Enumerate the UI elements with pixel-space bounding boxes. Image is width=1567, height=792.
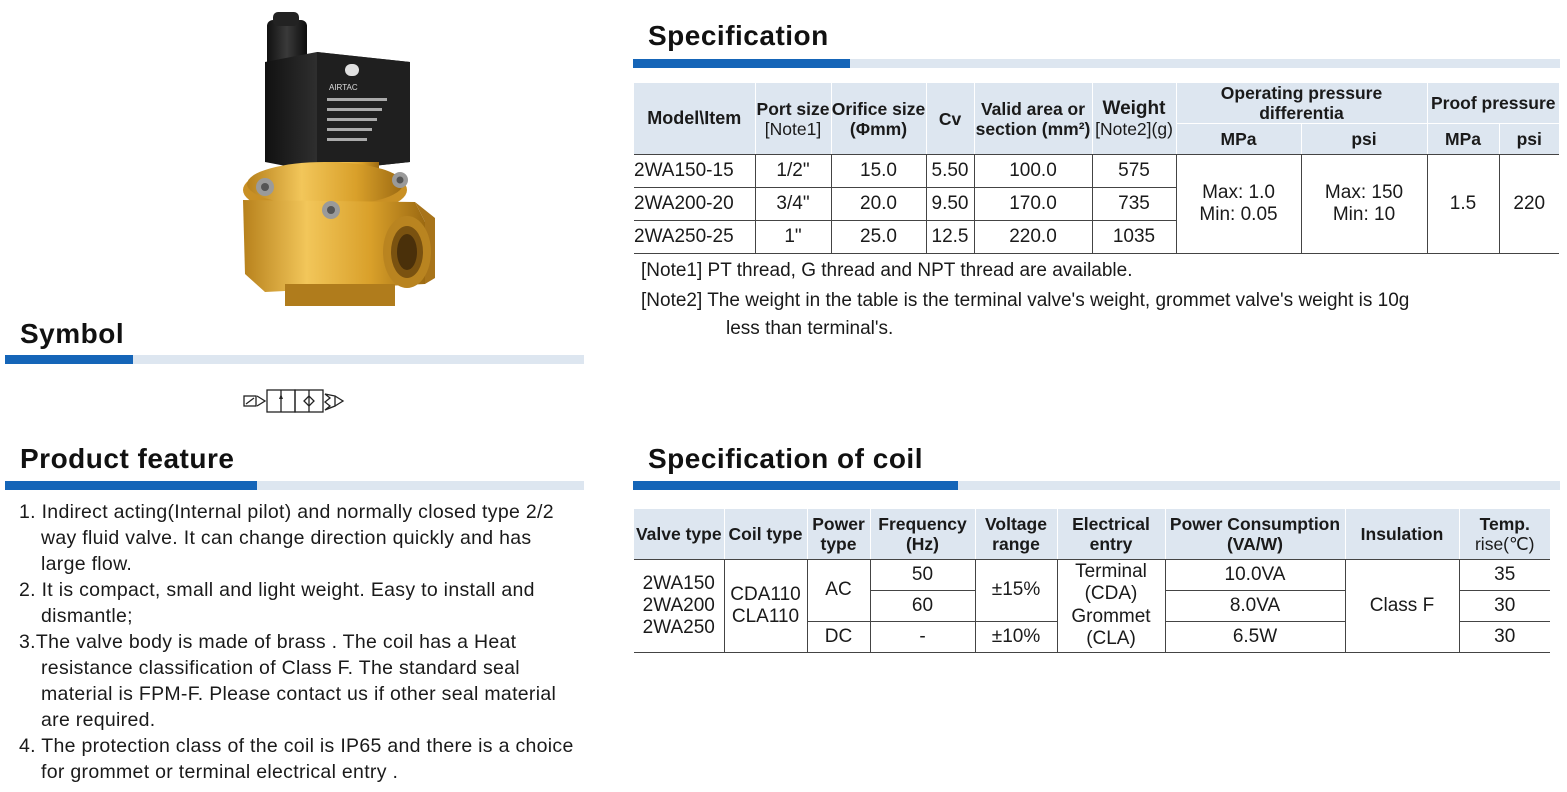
cell-temp: 30: [1458, 590, 1550, 622]
cell-port: 1/2": [754, 154, 831, 189]
col-header-cv: Cv: [925, 83, 974, 156]
cell-area: 220.0: [973, 220, 1092, 255]
table-row: 2WA150 2WA200 2WA250 CDA110 CLA110 AC 50 ±1…: [634, 559, 1550, 653]
cell-consumption: 6.5W: [1164, 621, 1345, 653]
product-feature-rule: [5, 481, 584, 490]
col-header-proof-mpa: MPa: [1426, 123, 1499, 156]
cell-weight: 1035: [1091, 220, 1176, 255]
cell-model: 2WA200-20: [634, 187, 755, 222]
cell-power-ac: AC: [806, 559, 870, 622]
cell-weight: 735: [1091, 187, 1176, 222]
symbol-title: Symbol: [20, 318, 125, 349]
cell-psi-range: Max: 150 Min: 10: [1300, 154, 1427, 255]
cell-proof-mpa: 1.5: [1426, 154, 1499, 255]
col-header-insulation: Insulation: [1344, 509, 1459, 560]
cell-cv: 5.50: [925, 154, 974, 189]
cell-mpa-range: Max: 1.0 Min: 0.05: [1175, 154, 1301, 255]
col-header-electrical-entry: Electrical entry: [1056, 509, 1165, 560]
table-row: 2WA250-25 1" 25.0 12.5 220.0 1035: [634, 220, 1559, 255]
cell-weight: 575: [1091, 154, 1176, 189]
list-item: 4. The protection class of the coil is I…: [19, 735, 574, 783]
col-header-weight: Weight [Note2](g): [1091, 83, 1176, 156]
symbol-rule: [5, 355, 584, 364]
specification-title: Specification: [648, 20, 829, 51]
cell-coil-types: CDA110 CLA110: [723, 559, 807, 653]
table-row: 2WA200-20 3/4" 20.0 9.50 170.0 735: [634, 187, 1559, 222]
cell-consumption: 8.0VA: [1164, 590, 1345, 622]
cell-port: 3/4": [754, 187, 831, 222]
coil-brand-label: AIRTAC: [329, 83, 358, 92]
cell-cv: 12.5: [925, 220, 974, 255]
cell-orifice: 20.0: [830, 187, 926, 222]
col-header-orifice: Orifice size (Φmm): [830, 83, 926, 156]
valve-product-image: AIRTAC: [243, 12, 435, 306]
cell-freq: -: [869, 621, 975, 653]
note-1: [Note1] PT thread, G thread and NPT thre…: [641, 260, 1133, 281]
feature-list: 1. Indirect acting(Internal pilot) and n…: [19, 499, 579, 785]
col-header-valve-type: Valve type: [634, 509, 724, 560]
cell-valve-types: 2WA150 2WA200 2WA250: [634, 559, 724, 653]
cell-proof-psi: 220: [1498, 154, 1559, 255]
col-header-model: Model\Item: [634, 83, 755, 156]
specification-rule: [633, 59, 1560, 68]
valve-symbol-icon: [243, 389, 345, 413]
col-header-coil-type: Coil type: [723, 509, 807, 560]
col-header-frequency: Frequency (Hz): [869, 509, 975, 560]
list-item: 3.The valve body is made of brass . The …: [19, 631, 557, 731]
col-header-port: Port size [Note1]: [754, 83, 831, 156]
table-row: 2WA150-15 1/2" 15.0 5.50 100.0 575 Max: …: [634, 154, 1559, 255]
col-header-psi: psi: [1300, 123, 1427, 156]
cell-power-dc: DC: [806, 621, 870, 653]
cell-insulation: Class F: [1344, 559, 1459, 653]
list-item: 1. Indirect acting(Internal pilot) and n…: [19, 501, 554, 575]
col-header-area: Valid area or section (mm²): [973, 83, 1092, 156]
col-header-proof-psi: psi: [1498, 123, 1559, 156]
cell-temp: 30: [1458, 621, 1550, 653]
col-header-proof-pressure: Proof pressure: [1426, 83, 1559, 124]
col-header-mpa: MPa: [1175, 123, 1301, 156]
col-header-operating-pressure: Operating pressure differentia: [1175, 83, 1427, 124]
cell-freq: 50: [869, 559, 975, 591]
cell-model: 2WA250-25: [634, 220, 755, 255]
specification-table: Model\Item Port size [Note1] Orifice size…: [634, 83, 1559, 255]
cell-area: 100.0: [973, 154, 1092, 189]
cell-temp: 35: [1458, 559, 1550, 591]
cell-consumption: 10.0VA: [1164, 559, 1345, 591]
cell-port: 1": [754, 220, 831, 255]
col-header-voltage: Voltage range: [974, 509, 1057, 560]
note-2-continued: less than terminal's.: [726, 318, 894, 339]
coil-spec-rule: [633, 481, 1560, 490]
note-2: [Note2] The weight in the table is the t…: [641, 290, 1410, 311]
table-row: DC - ±10% 6.5W 30: [634, 621, 1550, 653]
coil-spec-title: Specification of coil: [648, 443, 923, 474]
cell-cv: 9.50: [925, 187, 974, 222]
cell-volt-dc: ±10%: [974, 621, 1057, 653]
cell-orifice: 25.0: [830, 220, 926, 255]
col-header-power-consumption: Power Consumption (VA/W): [1164, 509, 1345, 560]
cell-area: 170.0: [973, 187, 1092, 222]
product-feature-title: Product feature: [20, 443, 235, 474]
spec-notes: [Note1] PT thread, G thread and NPT thre…: [641, 256, 1556, 344]
cell-model: 2WA150-15: [634, 154, 755, 189]
col-header-temp-rise: Temp. rise(℃): [1458, 509, 1550, 560]
list-item: 2. It is compact, small and light weight…: [19, 579, 535, 627]
cell-orifice: 15.0: [830, 154, 926, 189]
col-header-power-type: Power type: [806, 509, 870, 560]
cell-volt-ac: ±15%: [974, 559, 1057, 622]
table-row: 60 8.0VA 30: [634, 590, 1550, 622]
cell-freq: 60: [869, 590, 975, 622]
coil-table: Valve type Coil type Power type Frequency…: [634, 509, 1550, 653]
cell-electrical-entry: Terminal (CDA) Grommet (CLA): [1056, 559, 1165, 653]
